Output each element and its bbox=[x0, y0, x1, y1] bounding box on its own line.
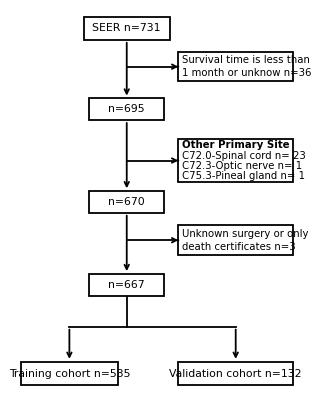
FancyBboxPatch shape bbox=[178, 139, 293, 182]
FancyBboxPatch shape bbox=[178, 226, 293, 255]
Text: Validation cohort n=132: Validation cohort n=132 bbox=[170, 368, 302, 378]
Text: 1 month or unknow n=36: 1 month or unknow n=36 bbox=[182, 68, 311, 78]
Text: death certificates n=3: death certificates n=3 bbox=[182, 242, 296, 252]
Text: Training cohort n=535: Training cohort n=535 bbox=[9, 368, 130, 378]
Text: C72.3-Optic nerve n= 1: C72.3-Optic nerve n= 1 bbox=[182, 161, 302, 171]
FancyBboxPatch shape bbox=[21, 362, 118, 385]
Text: n=695: n=695 bbox=[109, 104, 145, 114]
Text: Survival time is less than: Survival time is less than bbox=[182, 55, 310, 65]
FancyBboxPatch shape bbox=[84, 17, 170, 40]
Text: n=670: n=670 bbox=[108, 197, 145, 207]
Text: n=667: n=667 bbox=[109, 280, 145, 290]
FancyBboxPatch shape bbox=[178, 52, 293, 82]
Text: Unknown surgery or only: Unknown surgery or only bbox=[182, 229, 308, 239]
FancyBboxPatch shape bbox=[90, 98, 164, 120]
FancyBboxPatch shape bbox=[178, 362, 293, 385]
Text: SEER n=731: SEER n=731 bbox=[92, 24, 161, 34]
Text: C72.0-Spinal cord n= 23: C72.0-Spinal cord n= 23 bbox=[182, 150, 306, 160]
FancyBboxPatch shape bbox=[90, 274, 164, 296]
Text: Other Primary Site: Other Primary Site bbox=[182, 140, 289, 150]
Text: C75.3-Pineal gland n= 1: C75.3-Pineal gland n= 1 bbox=[182, 171, 305, 181]
FancyBboxPatch shape bbox=[90, 191, 164, 213]
